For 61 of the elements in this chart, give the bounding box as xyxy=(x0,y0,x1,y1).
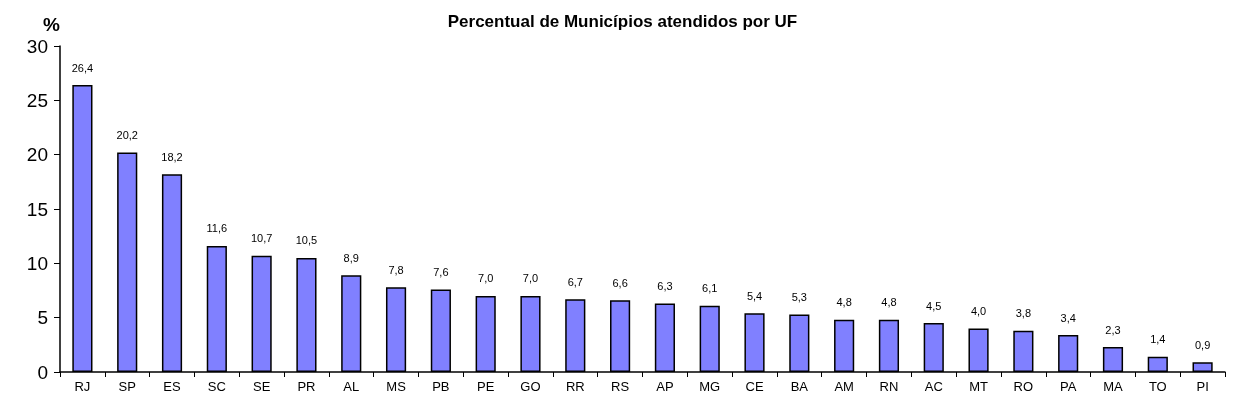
data-label: 5,3 xyxy=(791,290,807,303)
y-tick-label: 5 xyxy=(37,307,48,329)
y-tick-label: 30 xyxy=(26,35,48,57)
data-label: 20,2 xyxy=(116,128,138,141)
x-tick-label: AL xyxy=(343,379,360,394)
x-tick-label: RS xyxy=(611,379,630,394)
data-label: 7,0 xyxy=(522,272,539,285)
data-label: 7,8 xyxy=(388,263,404,276)
x-tick-label: MG xyxy=(699,379,721,394)
x-tick-label: PA xyxy=(1059,379,1077,394)
data-label: 5,4 xyxy=(746,289,763,302)
data-label: 11,6 xyxy=(206,222,228,235)
data-label: 0,9 xyxy=(1194,338,1211,351)
data-label: 3,4 xyxy=(1060,311,1076,324)
x-tick-label: PR xyxy=(297,379,316,394)
data-label: 8,9 xyxy=(343,251,359,264)
x-tick-label: PI xyxy=(1196,379,1209,394)
x-tick-label: MA xyxy=(1103,379,1124,394)
data-label: 10,7 xyxy=(250,232,273,245)
data-label: 26,4 xyxy=(71,61,94,74)
x-tick-label: PB xyxy=(432,379,450,394)
x-tick-label: SE xyxy=(252,379,271,394)
data-label: 1,4 xyxy=(1150,333,1166,346)
x-tick-label: RR xyxy=(565,379,585,394)
data-label: 4,8 xyxy=(836,296,852,309)
y-tick-label: 25 xyxy=(26,89,48,111)
x-tick-label: AM xyxy=(834,379,854,394)
x-tick-label: CE xyxy=(745,379,764,394)
data-label: 4,5 xyxy=(926,299,942,312)
y-tick-label: 20 xyxy=(26,144,48,166)
x-tick-label: MT xyxy=(969,379,988,394)
data-label: 7,6 xyxy=(433,265,449,278)
x-tick-label: BA xyxy=(790,379,809,394)
x-tick-label: SP xyxy=(118,379,136,394)
x-tick-label: ES xyxy=(163,379,182,394)
x-tick-label: RN xyxy=(879,379,899,394)
data-label: 6,3 xyxy=(657,280,673,293)
data-label: 4,0 xyxy=(970,305,987,318)
x-tick-label: AC xyxy=(924,379,943,394)
x-tick-label: GO xyxy=(520,379,541,394)
data-label: 18,2 xyxy=(161,150,183,163)
y-tick-label: 15 xyxy=(26,198,48,220)
x-tick-label: SC xyxy=(207,379,226,394)
data-label: 2,3 xyxy=(1105,323,1121,336)
y-tick-label: 10 xyxy=(26,252,48,274)
data-label: 6,7 xyxy=(567,275,583,288)
y-tick-label: 0 xyxy=(37,361,48,383)
x-tick-label: AP xyxy=(656,379,674,394)
y-axis-title: % xyxy=(43,14,61,35)
data-label: 6,6 xyxy=(612,276,628,289)
data-label: 7,0 xyxy=(478,272,494,285)
data-label: 4,8 xyxy=(881,296,897,309)
data-label: 10,5 xyxy=(295,234,318,247)
chart-title: Percentual de Municípios atendidos por UF xyxy=(447,12,798,31)
x-tick-label: RO xyxy=(1013,379,1034,394)
x-tick-label: TO xyxy=(1148,379,1167,394)
data-label: 6,1 xyxy=(702,282,718,295)
data-label: 3,8 xyxy=(1015,307,1032,320)
x-tick-label: RJ xyxy=(74,379,91,394)
x-tick-label: MS xyxy=(386,379,407,394)
x-tick-label: PE xyxy=(477,379,495,394)
